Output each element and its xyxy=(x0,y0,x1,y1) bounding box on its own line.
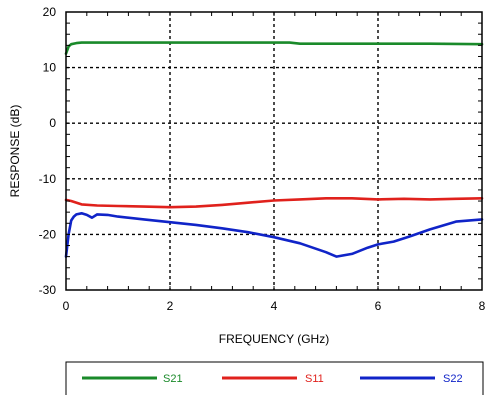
y-tick-label: 0 xyxy=(49,116,56,130)
x-axis-title: FREQUENCY (GHz) xyxy=(219,332,329,346)
y-axis-title: RESPONSE (dB) xyxy=(8,105,22,198)
y-tick-label: -30 xyxy=(39,283,57,297)
x-tick-label: 6 xyxy=(375,299,382,313)
series-line-s22 xyxy=(64,212,484,258)
legend-label-s11: S11 xyxy=(305,373,324,385)
legend-label-s21: S21 xyxy=(163,373,183,385)
legend-entries: S21 S11 S22 xyxy=(82,373,463,385)
x-axis-ticks: 0 2 4 6 8 xyxy=(63,12,485,313)
series-line-s21 xyxy=(64,41,484,56)
series-line-s11 xyxy=(64,197,484,209)
x-tick-label: 4 xyxy=(271,299,278,313)
y-axis-ticks: -30 -20 -10 0 10 20 xyxy=(39,5,482,297)
x-tick-label: 2 xyxy=(167,299,174,313)
y-tick-label: -10 xyxy=(39,172,57,186)
legend-label-s22: S22 xyxy=(443,373,463,385)
grid-lines xyxy=(66,12,482,290)
series-lines xyxy=(64,41,484,258)
x-tick-label: 0 xyxy=(63,299,70,313)
x-tick-label: 8 xyxy=(479,299,485,313)
y-tick-label: 20 xyxy=(43,5,57,19)
y-tick-label: 10 xyxy=(43,61,57,75)
y-tick-label: -20 xyxy=(39,227,57,241)
